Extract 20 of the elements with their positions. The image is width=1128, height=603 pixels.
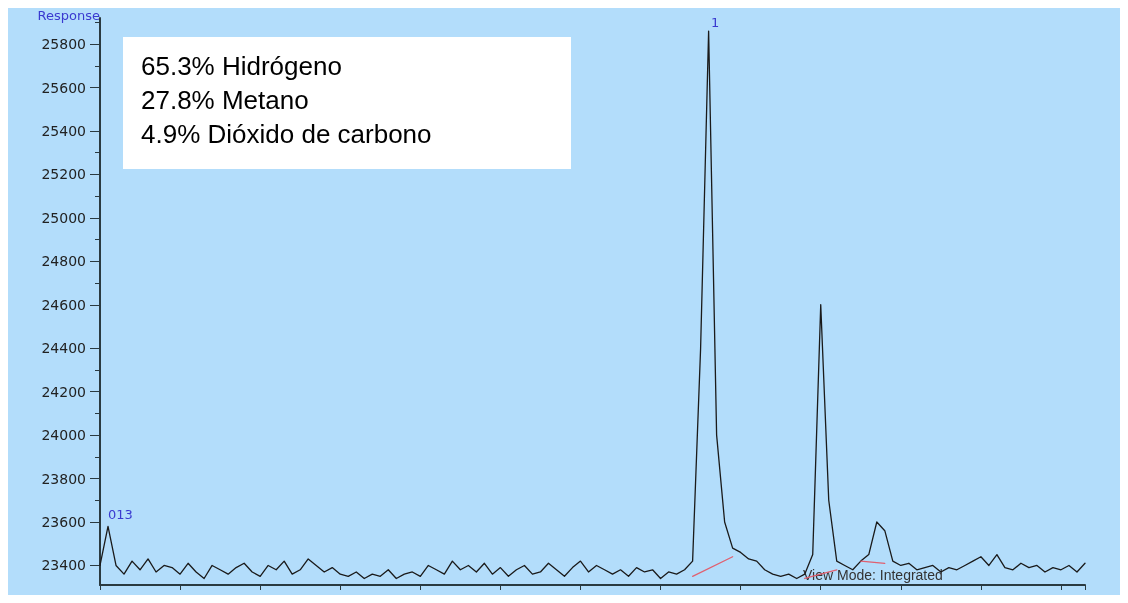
y-tick-label: 25000 — [41, 209, 86, 226]
y-tick-label: 24600 — [41, 296, 86, 313]
y-tick-label: 24400 — [41, 340, 86, 357]
annotation: 27.8% Metano — [141, 84, 310, 117]
y-tick-label: 25400 — [41, 122, 86, 139]
annotation: 013 — [108, 507, 133, 522]
y-tick-label: 24000 — [41, 427, 86, 444]
y-tick-label: 25200 — [41, 166, 86, 183]
annotation: 4.9% Dióxido de carbono — [141, 118, 433, 151]
annotation: 65.3% Hidrógeno — [141, 50, 343, 83]
note-box: 65.3% Hidrógeno 27.8% Metano 4.9% Dióxido de carbono — [123, 37, 571, 169]
y-tick-label: 25800 — [41, 36, 86, 53]
y-tick-label: 24200 — [41, 383, 86, 400]
y-tick-label: 23800 — [41, 470, 86, 487]
y-tick-label: 25600 — [41, 79, 86, 96]
y-axis-title: Response — [37, 8, 100, 23]
annotation: 1 — [711, 15, 720, 30]
y-tick-label: 23600 — [41, 514, 86, 530]
y-tick-label: 24800 — [41, 253, 86, 270]
y-tick-label: 23400 — [41, 557, 86, 574]
